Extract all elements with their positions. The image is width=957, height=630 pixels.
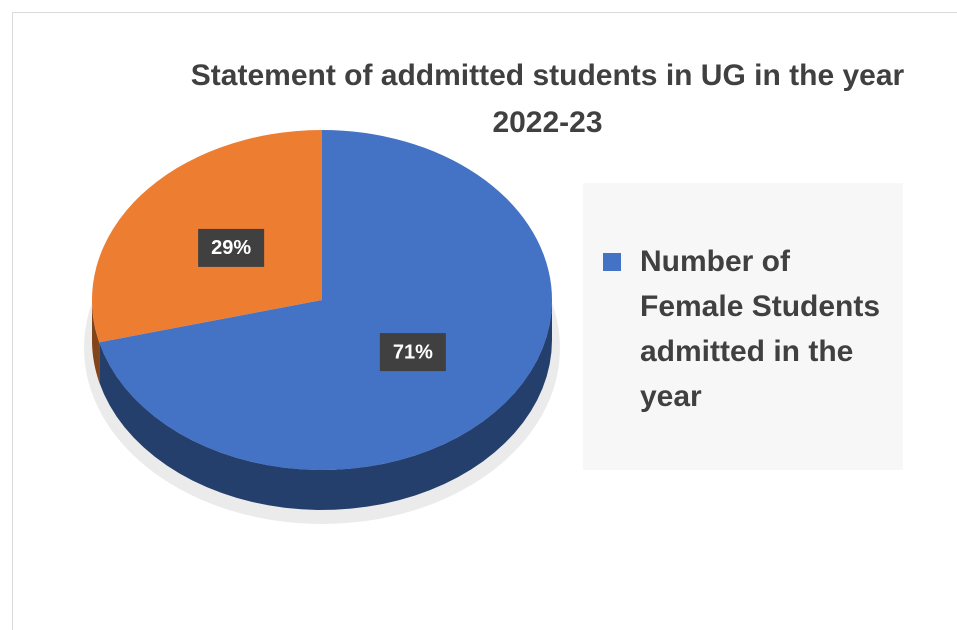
- legend: Number of Female Students admitted in th…: [583, 183, 903, 470]
- data-label: 29%: [211, 237, 251, 259]
- pie-slice-side: [99, 300, 552, 510]
- data-label: 71%: [393, 341, 433, 363]
- legend-swatch: [603, 253, 621, 271]
- data-label-box: [198, 228, 265, 267]
- pie-slice-side: [92, 300, 100, 383]
- pie-slice: [99, 130, 553, 470]
- chart-title: Statement of addmitted students in UG in…: [190, 59, 905, 139]
- chart-frame: [12, 12, 957, 630]
- data-label-box: [379, 333, 446, 372]
- legend-label: Number of Female Students admitted in th…: [640, 245, 881, 413]
